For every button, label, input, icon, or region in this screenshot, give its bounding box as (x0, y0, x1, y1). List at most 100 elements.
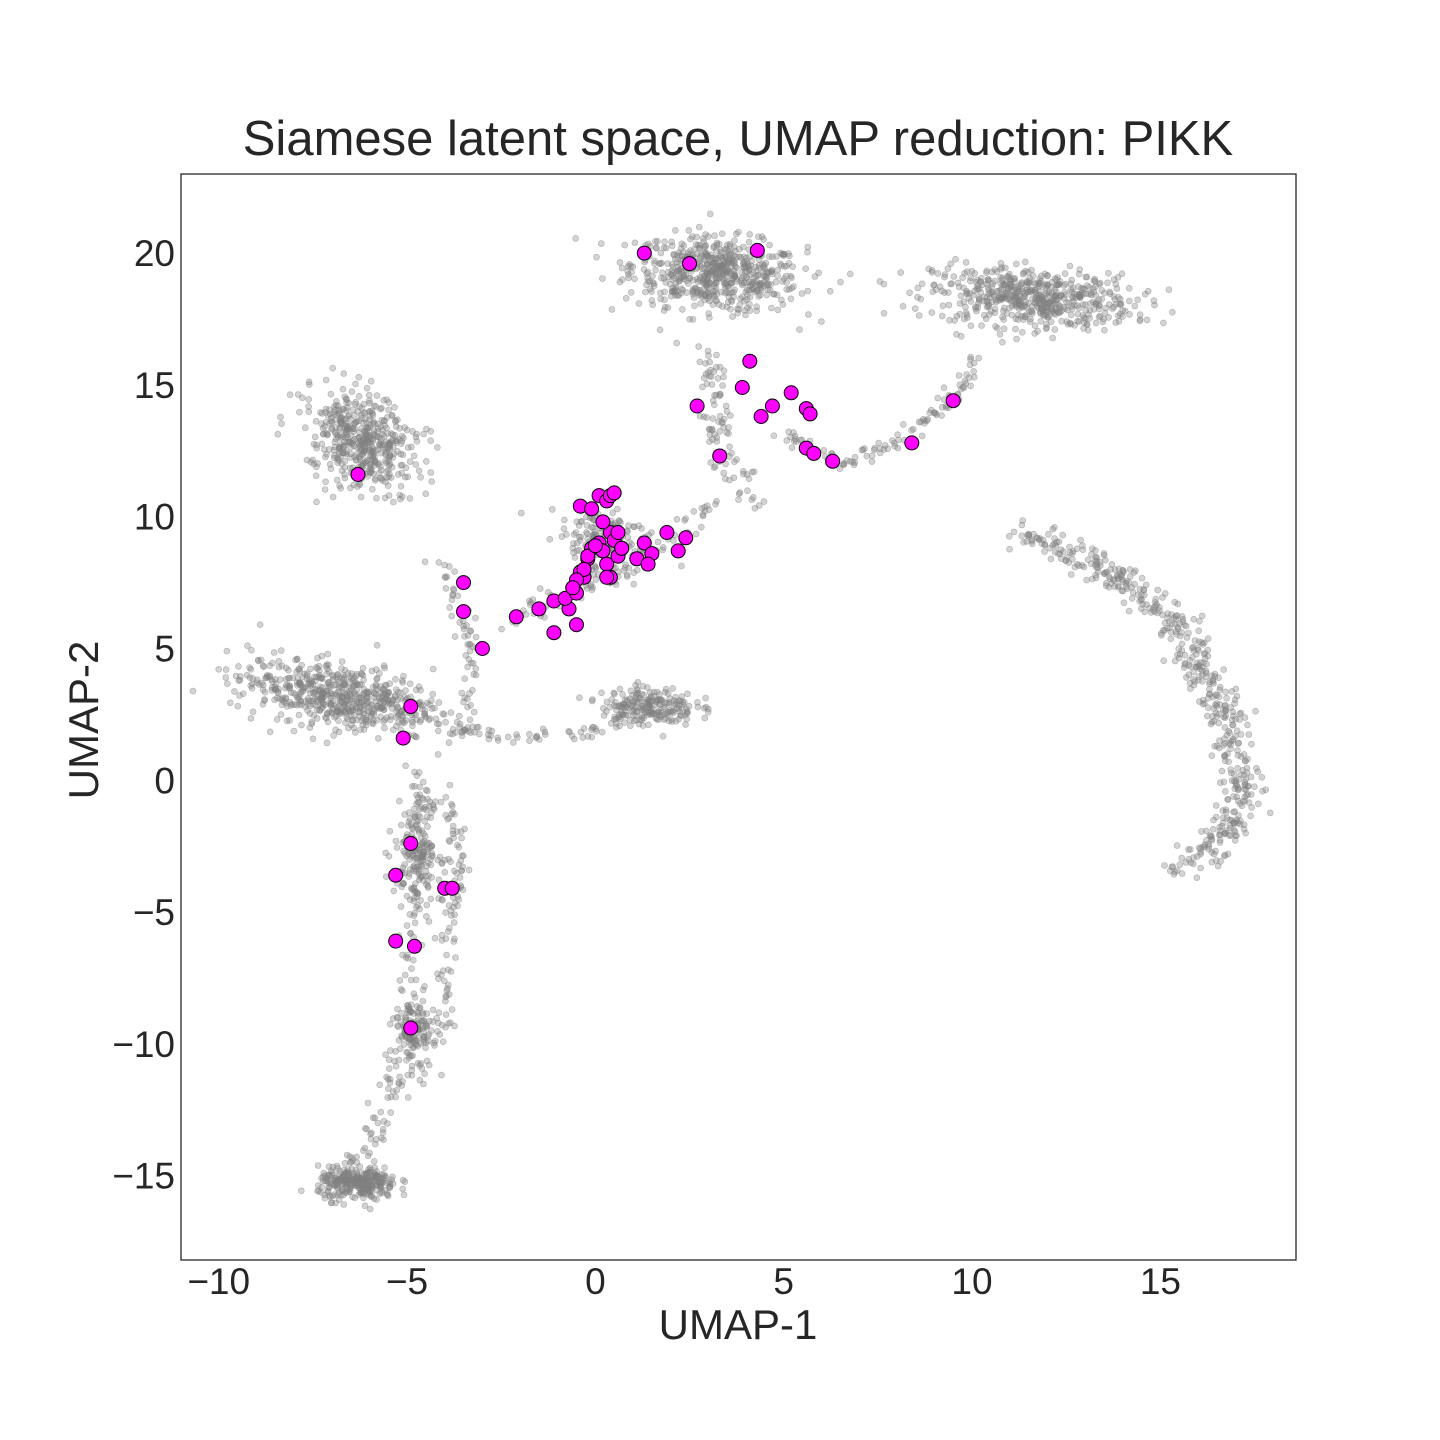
highlighted-point (764, 398, 780, 414)
background-point (884, 445, 892, 453)
background-point (371, 476, 379, 484)
background-point (285, 666, 292, 674)
background-point (259, 662, 267, 670)
background-point (955, 372, 963, 379)
background-point (987, 308, 995, 315)
background-point (669, 685, 677, 692)
background-point (1029, 310, 1036, 317)
background-point (366, 468, 373, 475)
highlighted-point (403, 699, 419, 714)
background-point (454, 592, 462, 600)
background-point (248, 646, 255, 654)
background-point (362, 1125, 369, 1132)
highlighted-point (395, 730, 411, 746)
background-point (682, 271, 690, 279)
y-tick-label: 20 (134, 233, 175, 274)
background-point (615, 517, 623, 524)
background-point (373, 1172, 381, 1179)
background-point (914, 284, 922, 292)
background-point (880, 309, 888, 317)
background-point (914, 293, 921, 301)
background-point (664, 260, 671, 268)
background-point (427, 895, 435, 903)
background-point (644, 277, 652, 285)
background-point (1227, 766, 1234, 773)
background-point (377, 435, 385, 442)
background-point (753, 303, 760, 311)
background-point (447, 858, 454, 866)
background-point (364, 1099, 372, 1107)
background-point (423, 699, 431, 707)
background-point (418, 872, 426, 880)
background-point (451, 633, 459, 640)
background-point (1106, 290, 1114, 297)
background-point (448, 612, 456, 620)
background-point (389, 1088, 397, 1095)
background-point (389, 454, 397, 461)
background-point (421, 832, 429, 840)
background-point (420, 1080, 427, 1088)
background-point (661, 296, 668, 304)
background-point (1190, 615, 1197, 623)
background-point (766, 286, 774, 294)
background-point (249, 708, 257, 716)
background-point (737, 277, 745, 285)
background-point (1046, 544, 1054, 552)
background-point (1199, 696, 1207, 704)
background-point (818, 318, 825, 325)
background-point (336, 409, 344, 417)
background-point (1227, 741, 1234, 748)
background-point (1045, 530, 1052, 538)
background-point (338, 665, 345, 672)
background-point (1251, 783, 1258, 791)
background-point (285, 684, 293, 692)
background-point (1244, 721, 1251, 729)
background-point (1102, 556, 1109, 564)
background-point (420, 1017, 428, 1024)
background-point (702, 242, 709, 249)
background-point (774, 266, 782, 274)
background-point (472, 633, 480, 641)
background-point (673, 515, 681, 523)
background-point (1126, 311, 1133, 318)
background-point (266, 728, 274, 736)
background-point (576, 694, 583, 702)
background-point (641, 708, 649, 716)
background-point (1178, 647, 1186, 654)
background-point (441, 868, 449, 876)
background-point (418, 827, 426, 835)
background-point (407, 1001, 415, 1009)
background-point (924, 415, 932, 423)
highlighted-point (531, 601, 547, 617)
y-tick-label: −10 (112, 1024, 175, 1065)
background-point (314, 1187, 322, 1195)
background-point (1122, 583, 1130, 590)
background-point (1144, 287, 1152, 295)
background-point (624, 534, 632, 541)
background-point (406, 458, 414, 465)
background-point (409, 428, 416, 435)
background-point (248, 684, 256, 692)
background-point (401, 971, 409, 979)
background-point (1025, 531, 1032, 539)
background-point (392, 837, 400, 845)
background-point (425, 1061, 433, 1069)
background-point (653, 688, 661, 696)
background-point (719, 382, 726, 389)
background-point (726, 242, 734, 250)
background-point (394, 471, 402, 478)
background-point (341, 689, 349, 697)
background-point (614, 505, 621, 513)
highlighted-point (689, 398, 705, 414)
background-point (318, 690, 326, 698)
background-point (380, 417, 388, 425)
background-point (364, 1152, 372, 1160)
background-point (1101, 326, 1108, 334)
background-point (1069, 548, 1077, 555)
background-point (616, 278, 624, 286)
background-point (509, 739, 517, 746)
highlighted-point (474, 641, 490, 656)
background-point (773, 253, 780, 260)
background-point (697, 300, 705, 307)
background-point (967, 382, 974, 390)
